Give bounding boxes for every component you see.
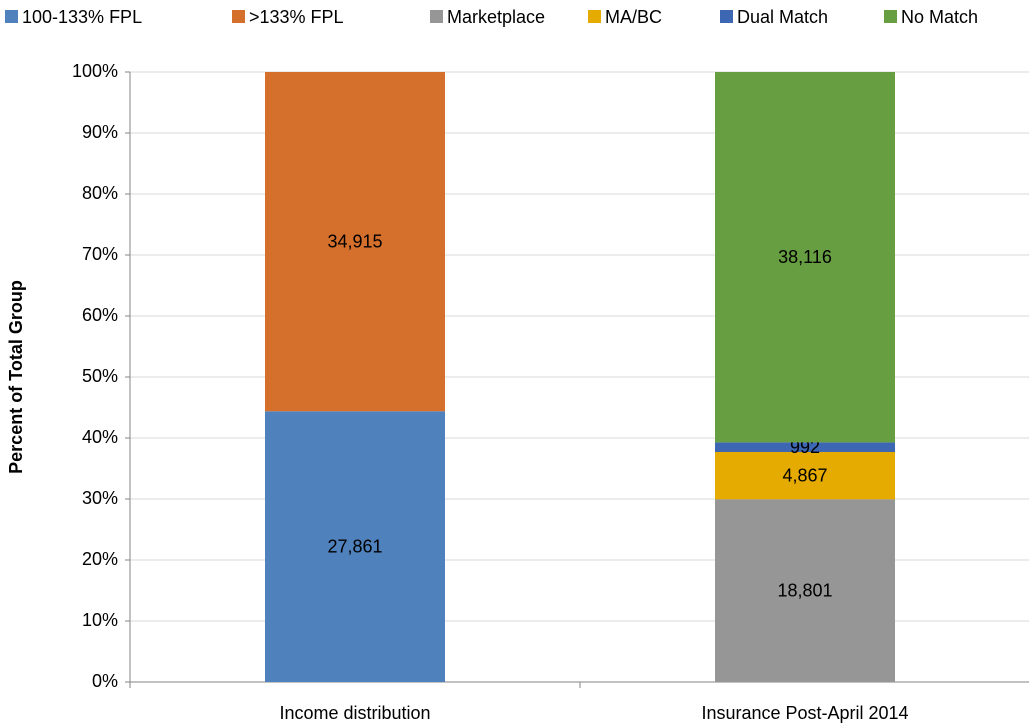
legend-label: >133% FPL [249,7,344,27]
bar-segment [715,452,895,500]
legend-label: 100-133% FPL [22,7,142,27]
data-label: 34,915 [327,231,382,251]
legend-swatch [430,10,443,23]
y-tick-label: 0% [92,671,118,691]
bar-segment [265,72,445,412]
y-tick-label: 50% [82,366,118,386]
data-label: 27,861 [327,536,382,556]
y-tick-label: 30% [82,488,118,508]
y-tick-label: 100% [72,61,118,81]
bar-segment [265,411,445,682]
bar-segment [715,72,895,443]
data-label: 18,801 [777,580,832,600]
legend-swatch [884,10,897,23]
legend-swatch [588,10,601,23]
legend-swatch [720,10,733,23]
legend-label: MA/BC [605,7,662,27]
y-tick-label: 20% [82,549,118,569]
y-tick-label: 80% [82,183,118,203]
y-tick-label: 40% [82,427,118,447]
legend-swatch [5,10,18,23]
legend-label: Dual Match [737,7,828,27]
bar-segment [715,442,895,453]
x-tick-label: Income distribution [279,703,430,723]
y-axis-title: Percent of Total Group [6,280,26,474]
x-tick-label: Insurance Post-April 2014 [701,703,908,723]
y-tick-label: 10% [82,610,118,630]
data-label: 4,867 [782,465,827,485]
y-tick-label: 90% [82,122,118,142]
data-label: 38,116 [778,247,832,267]
legend-label: No Match [901,7,978,27]
bar-segment [715,499,895,682]
y-tick-label: 60% [82,305,118,325]
y-tick-label: 70% [82,244,118,264]
legend-label: Marketplace [447,7,545,27]
legend-swatch [232,10,245,23]
